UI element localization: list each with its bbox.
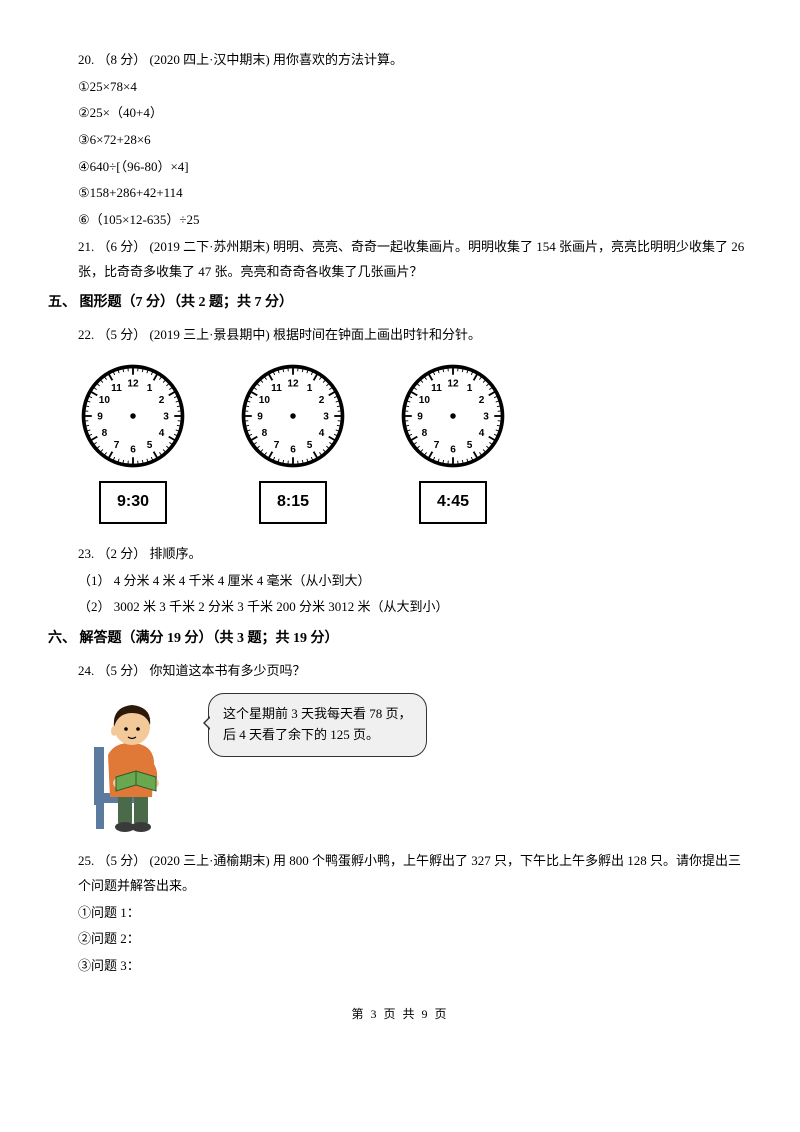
- svg-text:11: 11: [431, 384, 442, 395]
- q25-item-2: ②问题 2：: [48, 927, 752, 952]
- q20-item-6: ⑥（105×12-635）÷25: [48, 208, 752, 233]
- svg-text:1: 1: [307, 384, 313, 395]
- clocks-row: 123456789101112 9:30 123456789101112 8:1…: [48, 361, 752, 523]
- q23-item-1: （1） 4 分米 4 米 4 千米 4 厘米 4 毫米（从小到大）: [48, 569, 752, 594]
- svg-text:1: 1: [147, 384, 153, 395]
- clock-1-face: 123456789101112: [78, 361, 188, 471]
- svg-text:10: 10: [259, 396, 271, 407]
- svg-text:6: 6: [450, 445, 456, 456]
- section-6-header: 六、 解答题（满分 19 分）（共 3 题；共 19 分）: [48, 626, 752, 653]
- q20-item-2: ②25×（40+4）: [48, 101, 752, 126]
- svg-text:8: 8: [102, 429, 108, 440]
- svg-text:5: 5: [147, 441, 153, 452]
- kid-reading-icon: [78, 689, 198, 839]
- svg-text:2: 2: [159, 396, 165, 407]
- svg-text:11: 11: [111, 384, 122, 395]
- clock-1-time: 9:30: [99, 481, 167, 523]
- q20-item-5: ⑤158+286+42+114: [48, 181, 752, 206]
- svg-text:5: 5: [467, 441, 473, 452]
- svg-text:9: 9: [417, 412, 423, 423]
- svg-text:4: 4: [479, 429, 485, 440]
- q23-header: 23. （2 分） 排顺序。: [48, 542, 752, 567]
- speech-line-2: 后 4 天看了余下的 125 页。: [223, 725, 412, 746]
- clock-2-wrap: 123456789101112 8:15: [238, 361, 348, 523]
- clock-3-face: 123456789101112: [398, 361, 508, 471]
- svg-text:3: 3: [483, 412, 489, 423]
- q20-item-1: ①25×78×4: [48, 75, 752, 100]
- clock-3-time: 4:45: [419, 481, 487, 523]
- svg-text:6: 6: [130, 445, 136, 456]
- svg-text:11: 11: [271, 384, 282, 395]
- q20-item-3: ③6×72+28×6: [48, 128, 752, 153]
- svg-text:7: 7: [274, 441, 280, 452]
- svg-text:10: 10: [99, 396, 111, 407]
- svg-text:9: 9: [257, 412, 263, 423]
- q24-header: 24. （5 分） 你知道这本书有多少页吗？: [48, 659, 752, 684]
- section-5-header: 五、 图形题（7 分）（共 2 题；共 7 分）: [48, 290, 752, 317]
- svg-text:1: 1: [467, 384, 473, 395]
- speech-line-1: 这个星期前 3 天我每天看 78 页，: [223, 704, 412, 725]
- svg-text:9: 9: [97, 412, 103, 423]
- clock-3-wrap: 123456789101112 4:45: [398, 361, 508, 523]
- svg-text:6: 6: [290, 445, 296, 456]
- page-footer: 第 3 页 共 9 页: [48, 1003, 752, 1026]
- q24-illustration-row: 这个星期前 3 天我每天看 78 页， 后 4 天看了余下的 125 页。: [48, 689, 752, 839]
- q25-header: 25. （5 分） (2020 三上·通榆期末) 用 800 个鸭蛋孵小鸭，上午…: [48, 849, 752, 898]
- svg-text:12: 12: [127, 379, 139, 390]
- q22-header: 22. （5 分） (2019 三上·景县期中) 根据时间在钟面上画出时针和分针…: [48, 323, 752, 348]
- svg-text:8: 8: [262, 429, 268, 440]
- svg-text:2: 2: [319, 396, 325, 407]
- clock-1-wrap: 123456789101112 9:30: [78, 361, 188, 523]
- clock-2-time: 8:15: [259, 481, 327, 523]
- svg-text:3: 3: [163, 412, 169, 423]
- svg-text:5: 5: [307, 441, 313, 452]
- q20-item-4: ④640÷[（96-80）×4]: [48, 155, 752, 180]
- svg-text:12: 12: [447, 379, 459, 390]
- clock-2-face: 123456789101112: [238, 361, 348, 471]
- svg-text:3: 3: [323, 412, 329, 423]
- svg-text:2: 2: [479, 396, 485, 407]
- q25-item-3: ③问题 3：: [48, 954, 752, 979]
- q20-header: 20. （8 分） (2020 四上·汉中期末) 用你喜欢的方法计算。: [48, 48, 752, 73]
- q21-text: 21. （6 分） (2019 二下·苏州期末) 明明、亮亮、奇奇一起收集画片。…: [48, 235, 752, 284]
- q23-item-2: （2） 3002 米 3 千米 2 分米 3 千米 200 分米 3012 米（…: [48, 595, 752, 620]
- svg-text:8: 8: [422, 429, 428, 440]
- svg-text:12: 12: [287, 379, 299, 390]
- speech-bubble: 这个星期前 3 天我每天看 78 页， 后 4 天看了余下的 125 页。: [208, 693, 427, 757]
- svg-text:4: 4: [319, 429, 325, 440]
- q25-item-1: ①问题 1：: [48, 901, 752, 926]
- svg-text:10: 10: [419, 396, 431, 407]
- svg-text:4: 4: [159, 429, 165, 440]
- svg-text:7: 7: [114, 441, 120, 452]
- svg-text:7: 7: [434, 441, 440, 452]
